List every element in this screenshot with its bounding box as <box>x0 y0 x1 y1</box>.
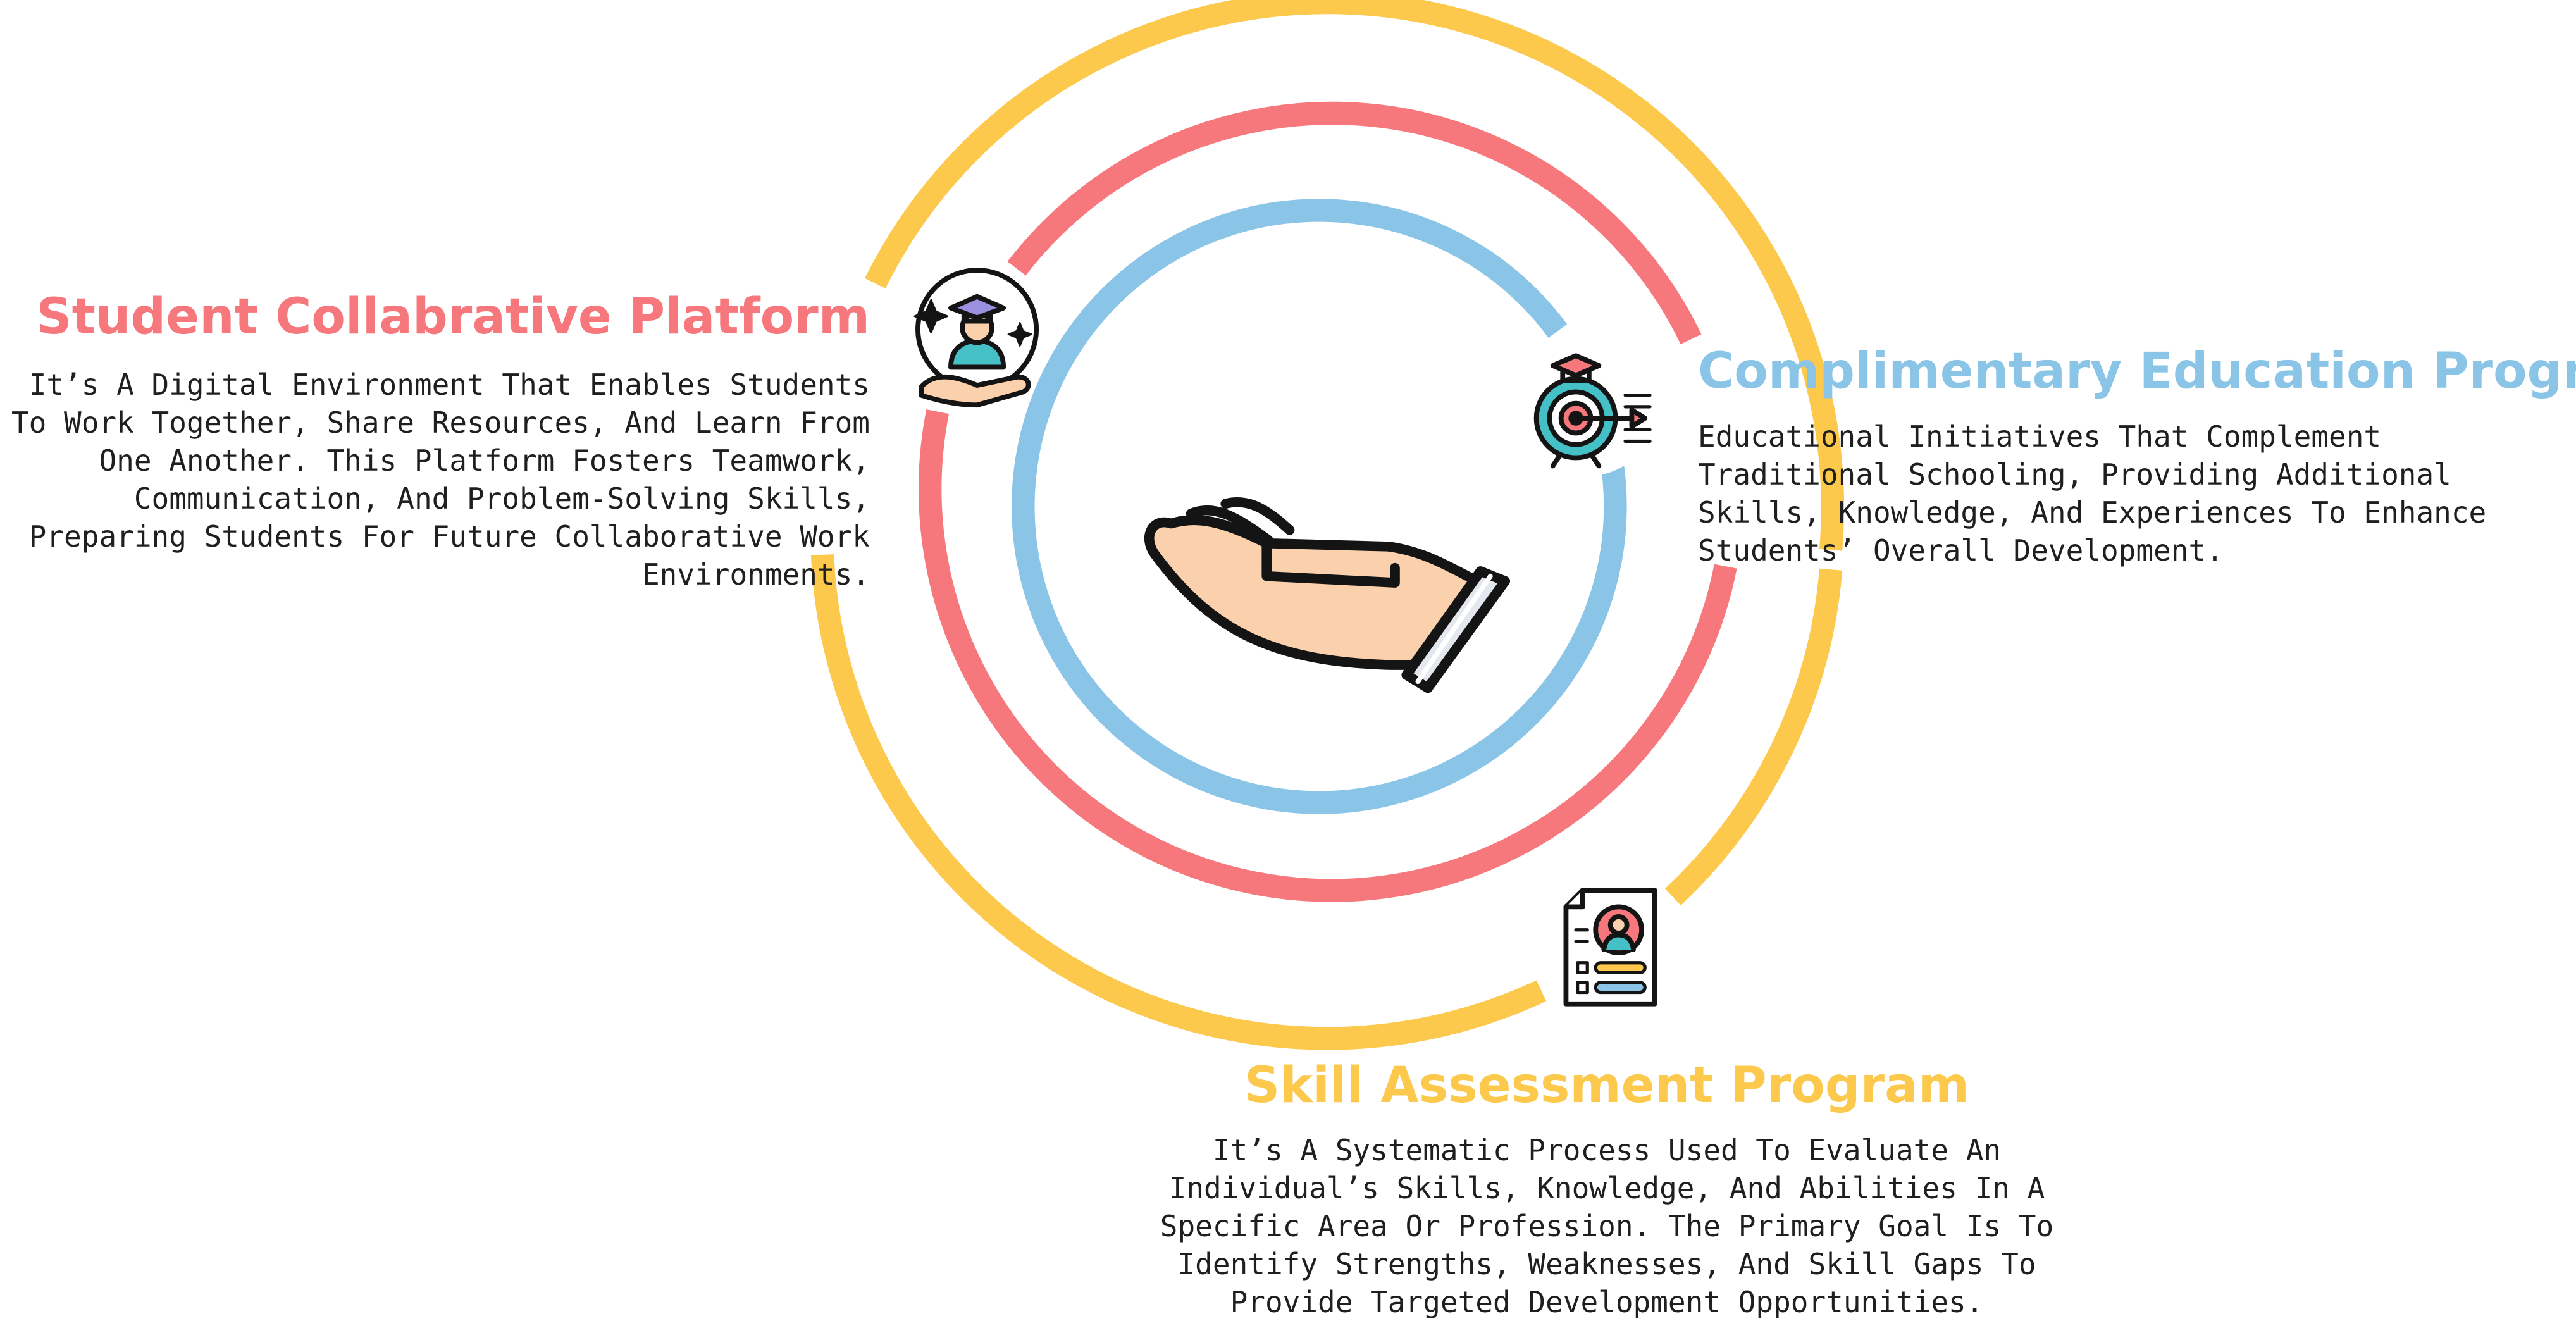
section-description-collaborative-platform: It’s A Digital Environment That Enables … <box>11 368 870 592</box>
inner-ring <box>1012 199 1627 814</box>
section-title-collaborative-platform: Student Collabrative Platform <box>36 288 870 345</box>
middle-ring <box>1007 101 1702 345</box>
outer-ring <box>1665 568 1843 906</box>
middle-ring <box>919 409 1737 902</box>
section-description-skill-assessment: It’s A Systematic Process Used To Evalua… <box>1160 1133 2054 1319</box>
section-description-complimentary-education: Educational Initiatives That Complement … <box>1698 419 2487 567</box>
outer-ring <box>810 554 1547 1050</box>
target-graduation-cap-icon <box>1533 353 1652 469</box>
graduate-student-hand-icon <box>913 268 1039 408</box>
section-title-complimentary-education: Complimentary Education Programs <box>1698 343 2576 400</box>
assessment-report-icon <box>1563 888 1657 1007</box>
section-title-skill-assessment: Skill Assessment Program <box>1244 1057 1969 1114</box>
open-hand-icon <box>1144 497 1511 693</box>
outer-ring <box>865 0 1845 551</box>
